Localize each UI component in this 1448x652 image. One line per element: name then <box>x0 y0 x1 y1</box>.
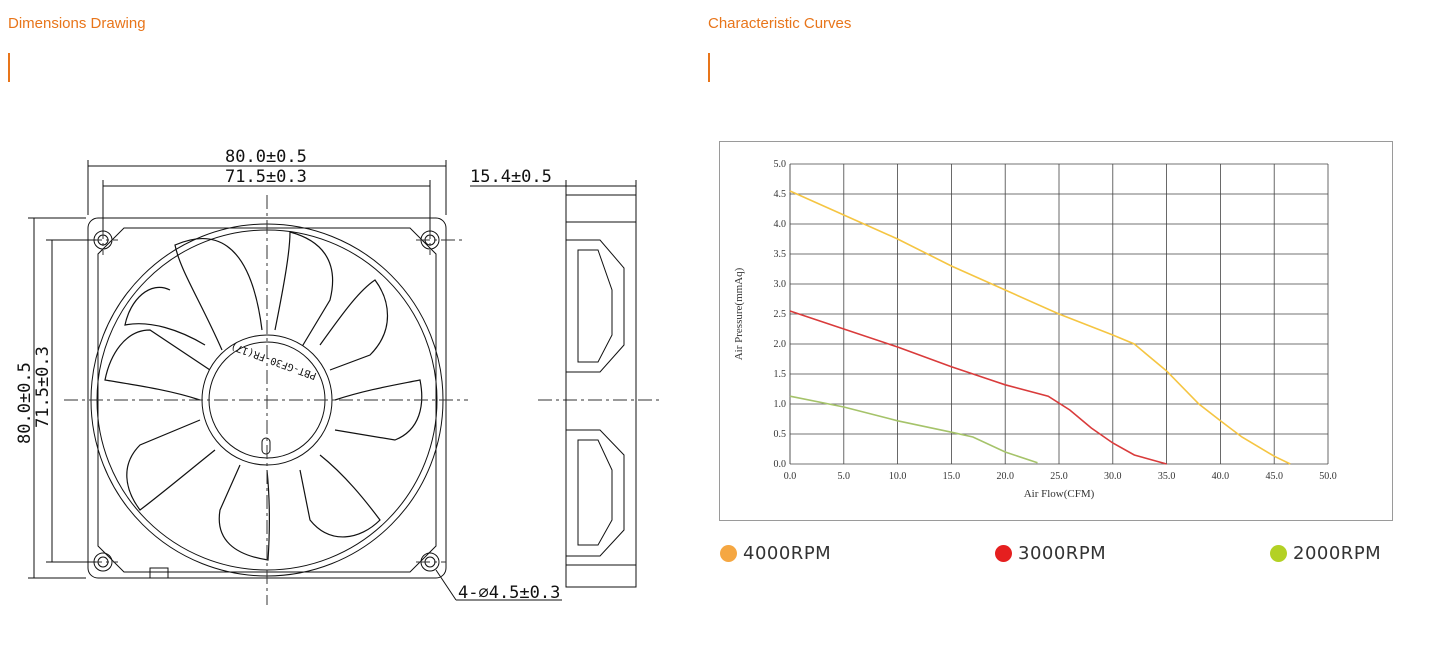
x-tick-label: 25.0 <box>1050 471 1068 482</box>
hole-spacing-height-dimension: 71.5±0.3 <box>33 346 53 428</box>
legend-item-4000rpm: 4000RPM <box>720 543 831 564</box>
x-tick-label: 20.0 <box>996 471 1014 482</box>
legend-item-2000rpm: 2000RPM <box>1270 543 1381 564</box>
dimensions-drawing-title: Dimensions Drawing <box>8 15 146 32</box>
y-tick-label: 3.0 <box>774 279 787 290</box>
x-axis-label: Air Flow(CFM) <box>1024 488 1095 500</box>
x-tick-label: 50.0 <box>1319 471 1337 482</box>
x-tick-label: 35.0 <box>1158 471 1176 482</box>
hub-label-slot <box>261 437 271 455</box>
series-line-2000rpm <box>789 395 1038 464</box>
x-tick-label: 10.0 <box>889 471 907 482</box>
thickness-dimension: 15.4±0.5 <box>470 167 552 187</box>
y-tick-label: 3.5 <box>774 249 787 260</box>
y-tick-label: 4.5 <box>774 189 787 200</box>
chart-plot: 0.0 5.0 10.0 15.0 20.0 25.0 30.0 35.0 40.0 45.0 50… <box>733 159 1337 500</box>
hole-spacing-width-dimension: 71.5±0.3 <box>225 167 307 187</box>
fan-dimension-drawing: 80.0±0.5 71.5±0.3 15.4±0.5 4-⌀4.5±0.3 80… <box>15 147 660 605</box>
fan-side-view <box>565 194 637 588</box>
legend-label-3000rpm: 3000RPM <box>1018 543 1107 564</box>
x-tick-label: 40.0 <box>1212 471 1230 482</box>
y-tick-label: 0.5 <box>774 429 787 440</box>
y-tick-label: 5.0 <box>774 159 787 170</box>
y-axis-label: Air Pressure(mmAq) <box>733 267 745 360</box>
overall-height-dimension: 80.0±0.5 <box>15 362 35 444</box>
series-line-3000rpm <box>789 310 1167 465</box>
y-tick-label: 4.0 <box>774 219 787 230</box>
legend-dot-3000rpm <box>995 545 1012 562</box>
x-tick-label: 45.0 <box>1265 471 1283 482</box>
x-tick-label: 5.0 <box>838 471 851 482</box>
mounting-holes-dimension: 4-⌀4.5±0.3 <box>458 583 560 603</box>
y-tick-label: 0.0 <box>774 459 787 470</box>
cable-tab <box>149 567 169 578</box>
legend-dot-2000rpm <box>1270 545 1287 562</box>
legend-label-2000rpm: 2000RPM <box>1293 543 1382 564</box>
fan-blades <box>104 231 423 561</box>
legend-dot-4000rpm <box>720 545 737 562</box>
x-tick-label: 30.0 <box>1104 471 1122 482</box>
title-accent-bar <box>8 53 10 82</box>
center-lines <box>64 195 660 605</box>
x-tick-label: 15.0 <box>943 471 961 482</box>
legend-label-4000rpm: 4000RPM <box>743 543 832 564</box>
overall-width-dimension: 80.0±0.5 <box>225 147 307 167</box>
characteristic-curves-title: Characteristic Curves <box>708 15 852 32</box>
y-tick-label: 1.5 <box>774 369 787 380</box>
x-tick-label: 0.0 <box>784 471 797 482</box>
legend-item-3000rpm: 3000RPM <box>995 543 1106 564</box>
title-accent-bar <box>708 53 710 82</box>
dimension-lines <box>28 160 637 601</box>
series-line-4000rpm <box>789 190 1291 465</box>
characteristic-curves-chart: 0.0 5.0 10.0 15.0 20.0 25.0 30.0 35.0 40.0 45.0 50… <box>719 141 1393 521</box>
y-tick-label: 2.0 <box>774 339 787 350</box>
y-tick-label: 2.5 <box>774 309 787 320</box>
y-tick-label: 1.0 <box>774 399 787 410</box>
